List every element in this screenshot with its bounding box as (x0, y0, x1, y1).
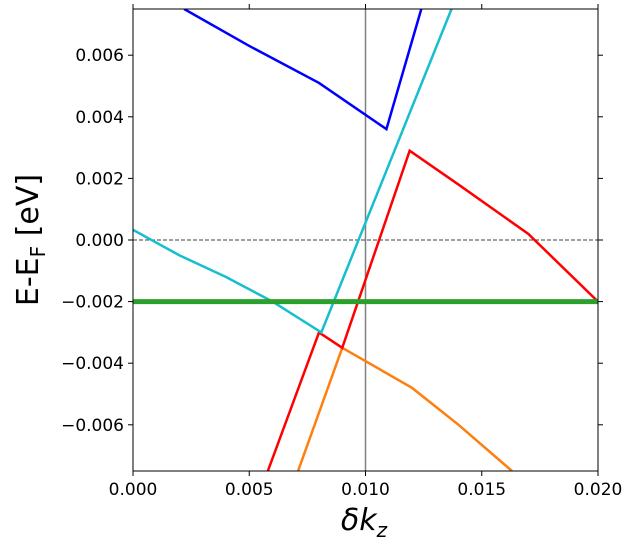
y-tick-label: 0.002 (75, 169, 124, 189)
series-line (133, 9, 453, 335)
y-label-unit: [eV] (11, 174, 46, 246)
y-tick-label: −0.004 (61, 354, 124, 374)
series-line (183, 9, 423, 132)
y-axis-label: E-EF [eV] (11, 174, 50, 306)
x-axis-label: δkz (341, 503, 388, 542)
series-line (296, 345, 513, 471)
y-tick-label: −0.002 (61, 293, 124, 313)
y-tick-label: −0.006 (61, 416, 124, 436)
x-tick-label: 0.010 (341, 480, 390, 500)
y-label-sub: F (26, 246, 50, 258)
series-line (266, 148, 598, 471)
y-tick-label: 0.006 (75, 46, 124, 66)
x-tick-label: 0.015 (457, 480, 506, 500)
y-tick-label: 0.004 (75, 108, 124, 128)
x-tick-label: 0.005 (225, 480, 274, 500)
x-tick-label: 0.020 (574, 480, 623, 500)
y-tick-label: 0.000 (75, 231, 124, 251)
x-label-main: δk (341, 503, 378, 538)
y-label-main: E-E (11, 257, 46, 306)
x-label-sub: z (376, 518, 388, 542)
x-tick-label: 0.000 (109, 480, 158, 500)
